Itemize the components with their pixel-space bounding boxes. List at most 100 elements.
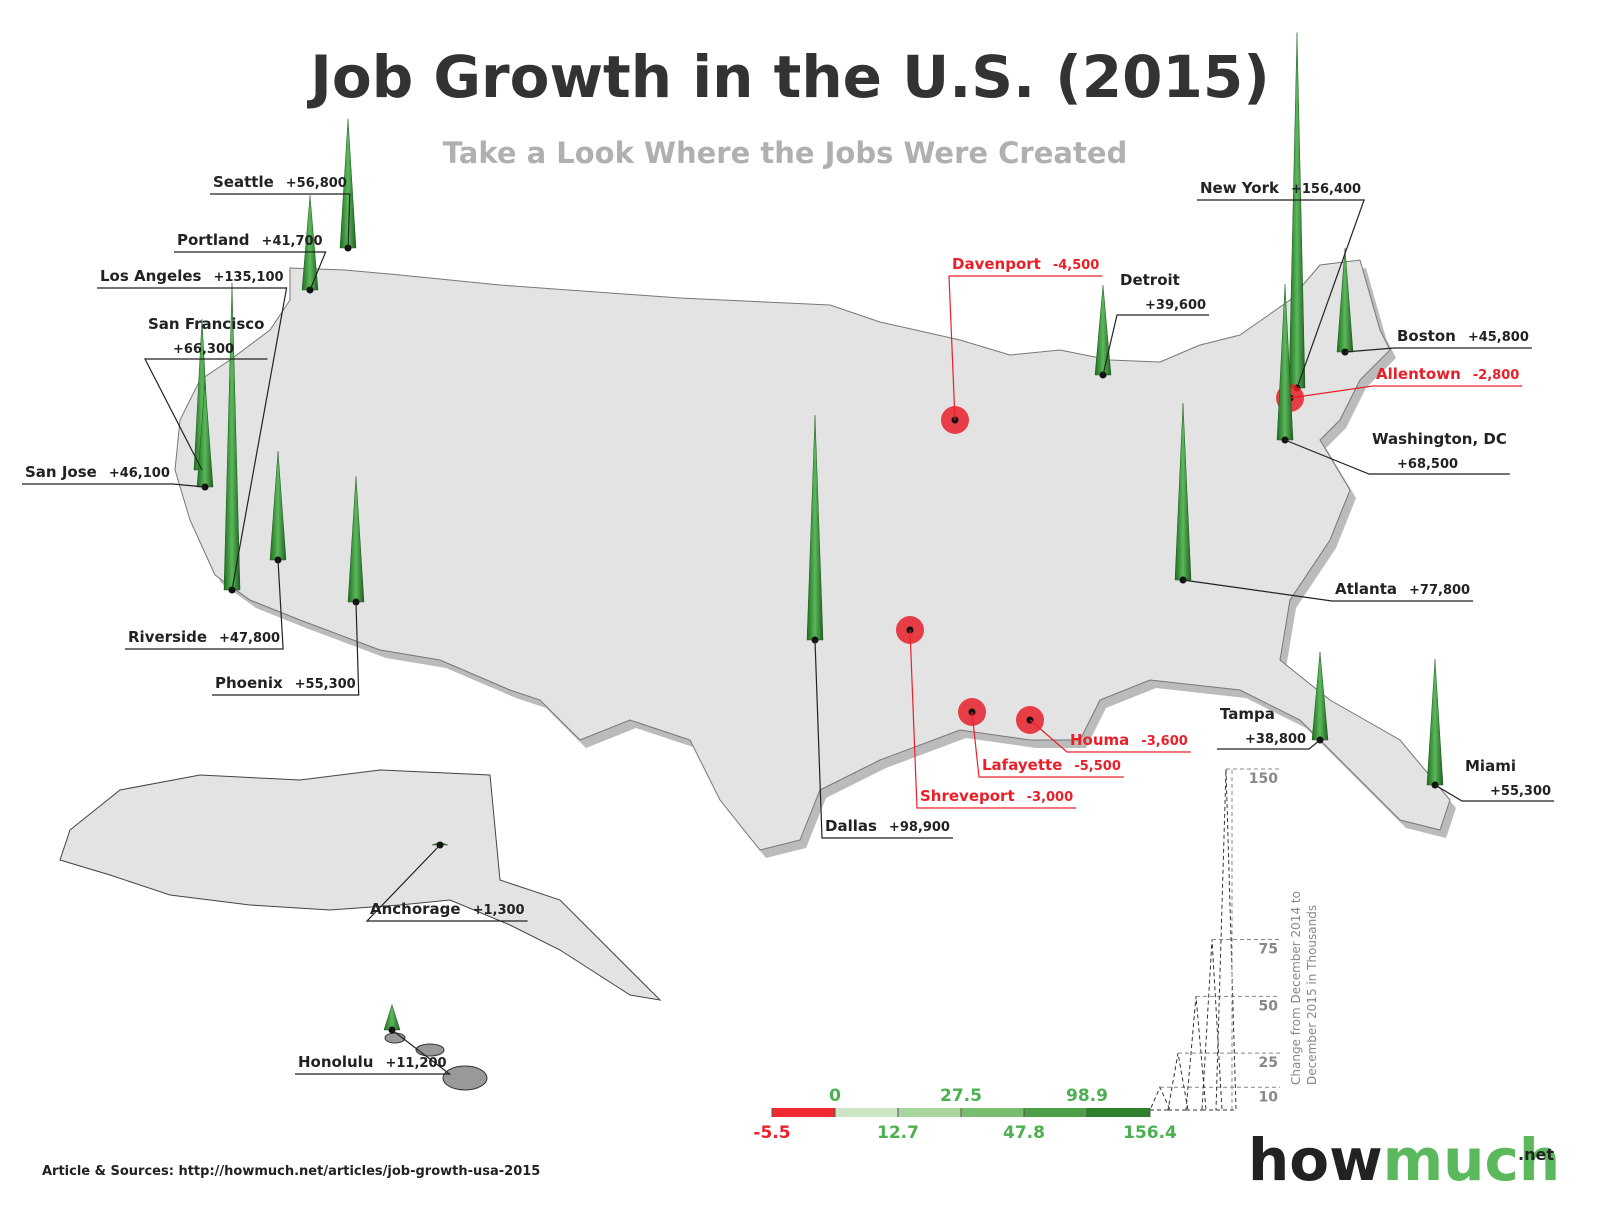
city-label: Washington, DC +68,500 [1372, 430, 1507, 472]
city-label: Dallas +98,900 [825, 817, 950, 835]
leader-line [210, 193, 351, 249]
city-name: Seattle [213, 173, 274, 191]
city-name: Anchorage [370, 900, 461, 918]
legend-swatch [772, 1108, 835, 1117]
city-value: -2,800 [1473, 368, 1520, 383]
city-value: +55,300 [295, 677, 356, 692]
leader-line [1434, 784, 1555, 802]
city-value: +1,300 [473, 903, 525, 918]
city-name: Miami [1465, 757, 1516, 775]
city-label: Miami +55,300 [1465, 757, 1551, 799]
city-name: Atlanta [1335, 580, 1397, 598]
growth-spike [383, 1003, 401, 1031]
city-label: Portland +41,700 [177, 231, 323, 249]
hawaii [415, 1043, 445, 1057]
city-value: +47,800 [219, 631, 280, 646]
city-label: San Jose +46,100 [25, 463, 170, 481]
leader-line [1182, 579, 1474, 602]
logo-part: much [1383, 1126, 1560, 1194]
leader-line [1029, 719, 1191, 753]
city-name: Honolulu [298, 1053, 373, 1071]
city-value: +38,800 [1245, 732, 1306, 747]
city-value: +45,800 [1468, 330, 1529, 345]
logo-part: how [1248, 1126, 1383, 1194]
legend-label: 156.4 [1123, 1123, 1177, 1143]
leader-line [295, 1029, 452, 1075]
growth-spike [1426, 659, 1444, 786]
city-value: +11,200 [385, 1056, 446, 1071]
title: Job Growth in the U.S. (2015) [306, 43, 1269, 111]
city-name: San Francisco [148, 315, 264, 333]
city-name: New York [1200, 179, 1280, 197]
city-value: +39,600 [1145, 298, 1206, 313]
leader-line [909, 629, 1077, 809]
city-label: Davenport -4,500 [952, 255, 1099, 273]
city-value: +41,700 [262, 234, 323, 249]
city-value: +98,900 [889, 820, 950, 835]
leader-line [97, 287, 288, 591]
scale-spike [1185, 996, 1207, 1111]
city-name: San Jose [25, 463, 97, 481]
leader-line [174, 251, 327, 291]
scale-label: 150 [1249, 771, 1278, 787]
scale-label: 50 [1259, 998, 1279, 1014]
leader-line [144, 358, 268, 471]
city-name: Lafayette [982, 756, 1062, 774]
city-name: Boston [1397, 327, 1456, 345]
city-value: +66,300 [173, 342, 234, 357]
hawaii [442, 1065, 488, 1091]
city-name: Dallas [825, 817, 877, 835]
city-name: Shreveport [920, 787, 1015, 805]
scale-label: 10 [1259, 1089, 1279, 1105]
city-label: San Francisco +66,300 [148, 315, 264, 357]
growth-spike [1094, 284, 1112, 376]
leader-line [212, 601, 360, 696]
leader-line [1289, 385, 1523, 399]
city-name: Houma [1070, 731, 1129, 749]
scale-spike [1201, 939, 1223, 1111]
scale-spike [1167, 1053, 1189, 1111]
city-label: Riverside +47,800 [128, 628, 280, 646]
city-name: Davenport [952, 255, 1041, 273]
city-value: +56,800 [286, 176, 347, 191]
leader-line [948, 275, 1103, 421]
legend-swatch [1087, 1108, 1150, 1117]
city-label: Tampa +38,800 [1220, 705, 1306, 747]
source: Article & Sources: http://howmuch.net/ar… [42, 1164, 540, 1179]
city-value: -4,500 [1053, 258, 1100, 273]
scale-spike [1215, 768, 1237, 1111]
growth-spike [1288, 32, 1306, 389]
city-label: Boston +45,800 [1397, 327, 1529, 345]
leader-line [1217, 739, 1321, 750]
leader-line [814, 639, 953, 839]
city-value: +77,800 [1409, 583, 1470, 598]
city-name: Allentown [1376, 365, 1461, 383]
scale-label: 75 [1259, 942, 1278, 958]
leader-line [1344, 347, 1532, 353]
city-label: Phoenix +55,300 [215, 674, 356, 692]
leader-line [1284, 439, 1510, 475]
logo: howmuch [1248, 1126, 1560, 1194]
legend-label: 27.5 [940, 1086, 982, 1106]
scale-axis-label: December 2015 in Thousands [1305, 905, 1319, 1085]
city-value: +68,500 [1397, 457, 1458, 472]
city-label: Allentown -2,800 [1376, 365, 1519, 383]
scale-label: 25 [1259, 1055, 1278, 1071]
leader-line [22, 483, 206, 488]
city-label: Shreveport -3,000 [920, 787, 1073, 805]
city-label: Los Angeles +135,100 [100, 267, 284, 285]
city-name: Los Angeles [100, 267, 202, 285]
city-value: +46,100 [109, 466, 170, 481]
leader-line [971, 711, 1124, 778]
city-label: Seattle +56,800 [213, 173, 347, 191]
city-value: -5,500 [1074, 759, 1121, 774]
alaska [59, 769, 662, 1001]
city-value: -3,600 [1141, 734, 1188, 749]
scale-axis-label: Change from December 2014 to [1289, 891, 1303, 1085]
city-value: -3,000 [1027, 790, 1074, 805]
legend-swatch [1024, 1108, 1087, 1117]
legend-label: -5.5 [753, 1123, 790, 1143]
leader-line [1102, 314, 1210, 376]
city-name: Phoenix [215, 674, 283, 692]
